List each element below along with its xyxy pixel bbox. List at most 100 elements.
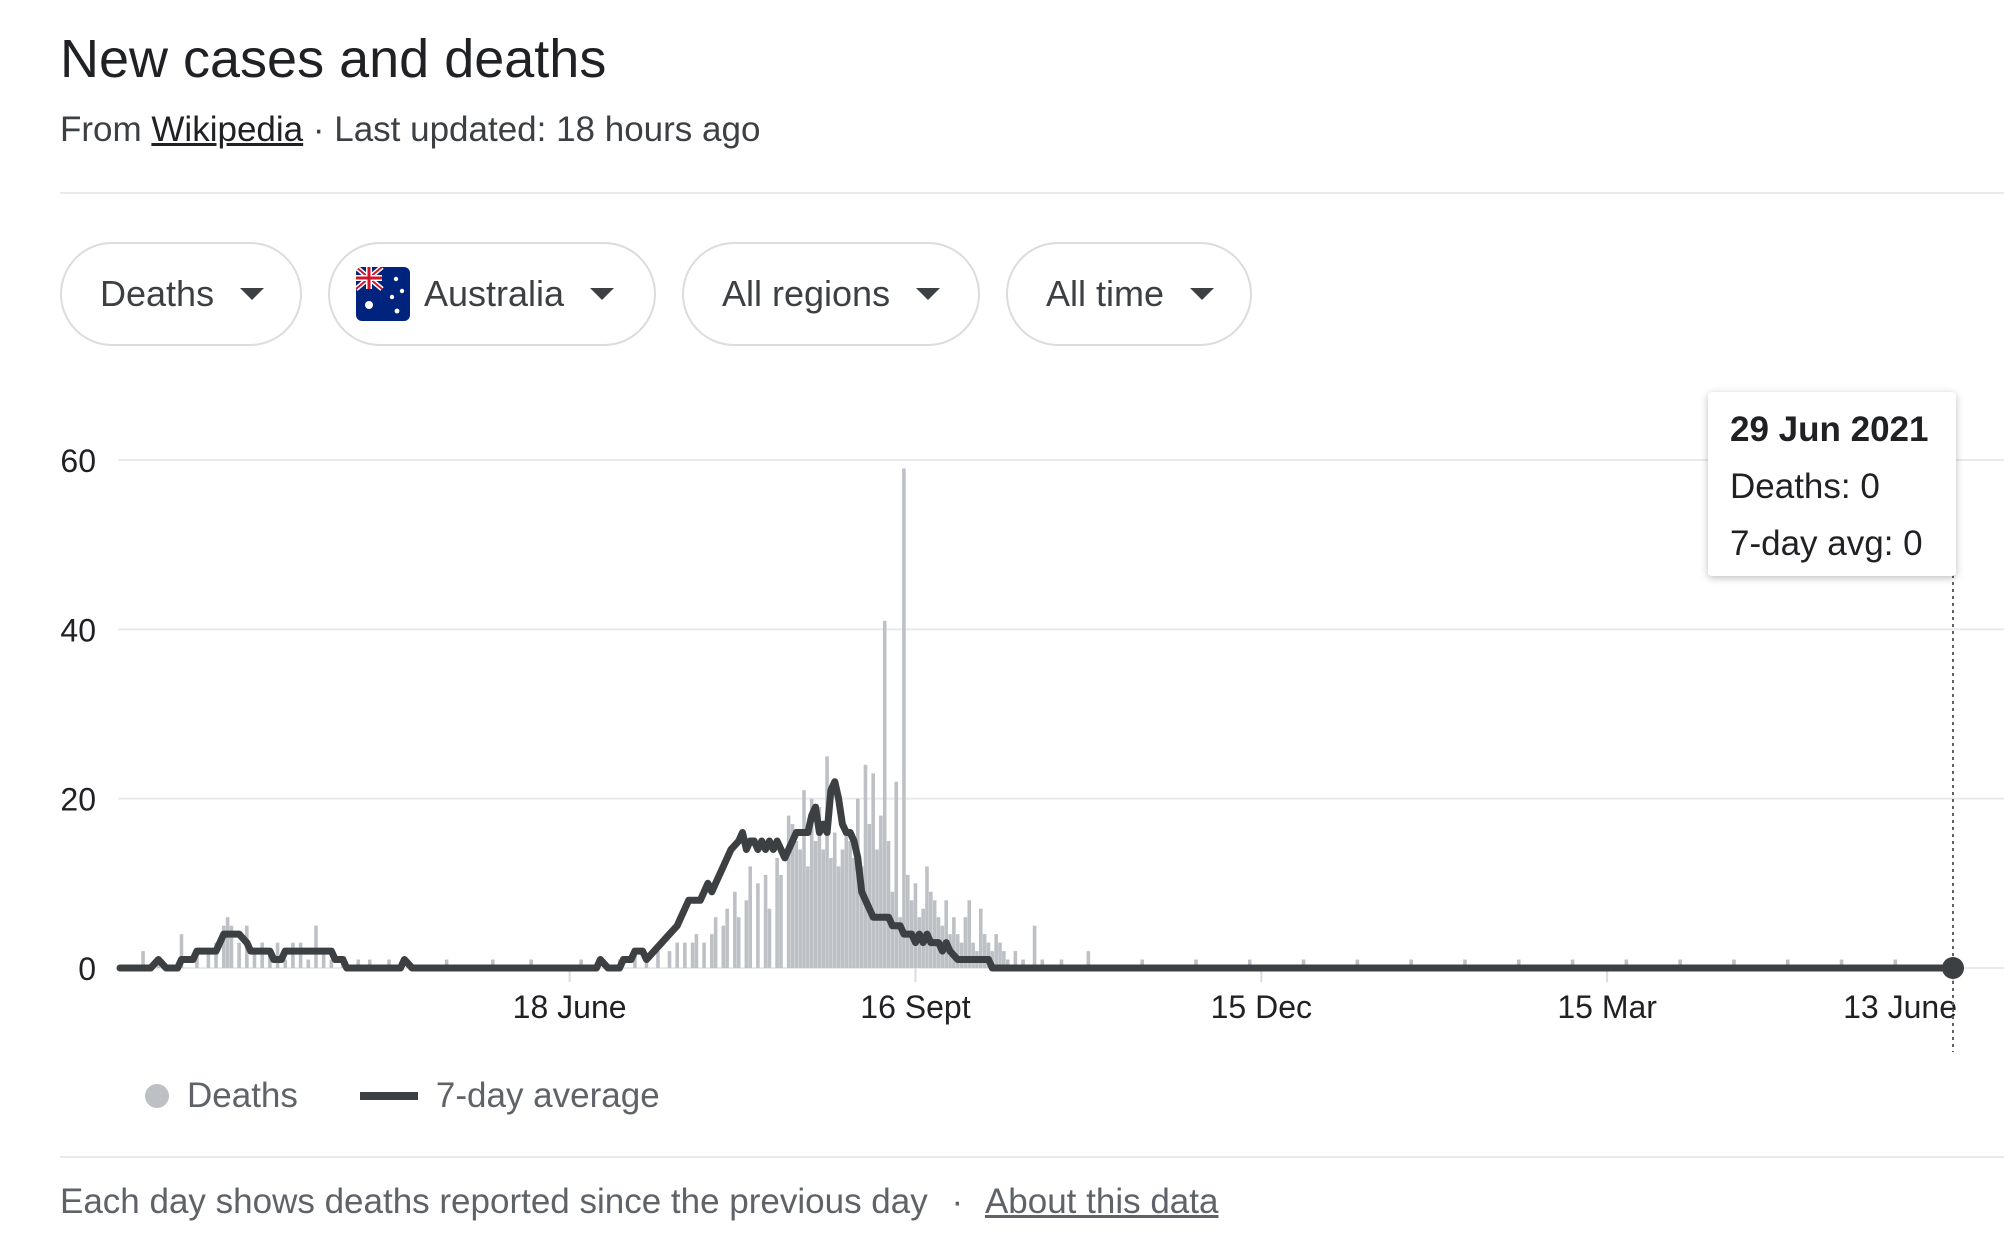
- deaths-bar: [229, 925, 234, 968]
- deaths-bar: [786, 815, 791, 968]
- source-prefix: From: [60, 110, 142, 149]
- deaths-bar: [925, 866, 929, 968]
- deaths-bar: [633, 951, 637, 968]
- y-tick-label: 60: [60, 443, 96, 479]
- deaths-bar: [1624, 959, 1629, 968]
- about-data-link[interactable]: About this data: [984, 1182, 1219, 1221]
- deaths-bar: [1839, 959, 1844, 968]
- deaths-bar: [1409, 959, 1413, 968]
- deaths-bar: [237, 942, 241, 968]
- country-dropdown[interactable]: Australia: [328, 242, 656, 346]
- deaths-bar: [867, 824, 872, 968]
- tooltip-average: 7-day avg: 0: [1730, 524, 1923, 563]
- deaths-bar: [179, 934, 184, 968]
- deaths-bar: [952, 917, 956, 968]
- legend-average-swatch: [359, 1092, 418, 1100]
- deaths-bar: [683, 942, 687, 968]
- deaths-bar: [913, 883, 918, 968]
- deaths-bar: [840, 849, 845, 968]
- deaths-bar: [1463, 959, 1467, 968]
- chart-tooltip: 29 Jun 2021 Deaths: 0 7-day avg: 0: [1708, 392, 1956, 576]
- deaths-bar: [644, 959, 649, 968]
- deaths-bar: [1732, 959, 1736, 968]
- deaths-bar: [944, 900, 948, 968]
- deaths-bar: [725, 908, 729, 968]
- deaths-bar: [283, 959, 288, 968]
- deaths-chart[interactable]: 0 20 40 60 18 June 16 Sept 15 Dec 15 Mar 13 June: [0, 380, 2004, 1060]
- deaths-bar: [690, 942, 695, 968]
- source-line: From Wikipedia · Last updated: 18 hours …: [60, 110, 760, 150]
- deaths-bar: [890, 891, 895, 968]
- deaths-bar: [1040, 959, 1045, 968]
- chart-legend: Deaths 7-day average: [145, 1076, 660, 1116]
- chevron-down-icon: [916, 288, 941, 300]
- region-dropdown-label: All regions: [722, 273, 891, 314]
- chevron-down-icon: [240, 288, 265, 300]
- deaths-bar: [978, 908, 983, 968]
- legend-deaths-label: Deaths: [187, 1076, 298, 1115]
- deaths-bar: [1570, 959, 1575, 968]
- deaths-bar: [898, 917, 902, 968]
- deaths-bar: [367, 959, 372, 968]
- deaths-bar: [971, 942, 975, 968]
- deaths-bar: [852, 857, 856, 968]
- deaths-bar: [744, 900, 749, 968]
- deaths-bar: [206, 951, 211, 968]
- deaths-bar: [894, 781, 899, 968]
- deaths-bar: [844, 832, 849, 968]
- deaths-bar: [329, 959, 334, 968]
- deaths-bar: [702, 942, 706, 968]
- x-tick-label: 15 Mar: [1557, 989, 1657, 1025]
- deaths-bar: [713, 917, 718, 968]
- chevron-down-icon: [1190, 288, 1215, 300]
- deaths-bar: [195, 951, 199, 968]
- deaths-bar: [817, 807, 822, 968]
- x-tick-label: 15 Dec: [1211, 989, 1312, 1025]
- deaths-bar: [667, 951, 672, 968]
- deaths-bar: [275, 942, 280, 968]
- deaths-bar: [929, 891, 933, 968]
- deaths-bar: [1194, 959, 1198, 968]
- deaths-bar: [709, 934, 714, 968]
- deaths-bar: [994, 934, 998, 968]
- deaths-bar: [1005, 959, 1010, 968]
- deaths-bar: [763, 874, 768, 968]
- deaths-bar: [790, 824, 795, 968]
- deaths-bar: [733, 891, 737, 968]
- deaths-bar: [529, 959, 533, 968]
- deaths-bar: [905, 874, 910, 968]
- deaths-bar: [932, 900, 937, 968]
- deaths-bar: [1013, 951, 1018, 968]
- deaths-bar: [756, 883, 760, 968]
- deaths-bar: [306, 959, 311, 968]
- deaths-bar: [1785, 959, 1790, 968]
- deaths-bar: [848, 841, 852, 968]
- deaths-bar: [1086, 951, 1091, 968]
- period-dropdown[interactable]: All time: [1006, 242, 1252, 346]
- metric-dropdown[interactable]: Deaths: [60, 242, 302, 346]
- x-tick-label: 13 June: [1843, 989, 1957, 1025]
- deaths-bar: [1032, 925, 1037, 968]
- y-tick-label: 40: [60, 612, 96, 648]
- chevron-down-icon: [590, 288, 615, 300]
- chart-title: New cases and deaths: [60, 29, 607, 89]
- deaths-bar: [825, 756, 829, 968]
- deaths-bar: [444, 959, 449, 968]
- deaths-bar: [748, 866, 753, 968]
- deaths-bar: [1678, 959, 1682, 968]
- deaths-bar: [675, 942, 680, 968]
- region-dropdown[interactable]: All regions: [682, 242, 980, 346]
- last-updated: · Last updated: 18 hours ago: [312, 110, 761, 149]
- deaths-bar: [1893, 959, 1898, 968]
- deaths-bar: [214, 942, 218, 968]
- deaths-bar: [1140, 959, 1144, 968]
- x-tick-label: 18 June: [513, 989, 627, 1025]
- deaths-bar: [1355, 959, 1360, 968]
- wikipedia-link[interactable]: Wikipedia: [151, 110, 304, 149]
- y-tick-label: 0: [78, 951, 96, 987]
- deaths-bar: [863, 764, 868, 968]
- deaths-bar: [967, 900, 972, 968]
- tooltip-deaths: Deaths: 0: [1730, 467, 1880, 506]
- deaths-bar: [902, 468, 906, 968]
- deaths-bar: [221, 925, 226, 968]
